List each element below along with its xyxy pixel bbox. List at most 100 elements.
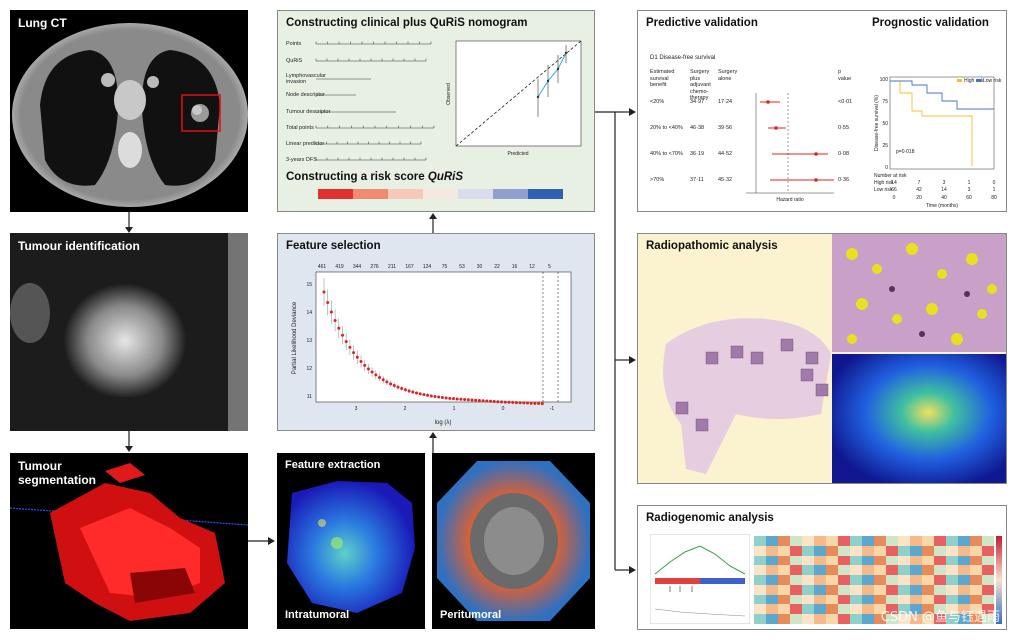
fs-point bbox=[403, 388, 407, 392]
fs-top-tick: 12 bbox=[529, 264, 535, 270]
heatmap-cell bbox=[766, 575, 778, 585]
heatmap-cell bbox=[814, 545, 826, 556]
heatmap-cell bbox=[970, 584, 982, 595]
forest-cell-b: 45·32 bbox=[718, 177, 733, 183]
heatmap-cell bbox=[874, 555, 886, 566]
nomogram-row-label: Total points bbox=[286, 125, 314, 131]
heatmap-cell bbox=[910, 584, 922, 595]
fs-point bbox=[329, 310, 333, 314]
forest-point bbox=[774, 126, 778, 130]
km-risk-value: 66 bbox=[891, 187, 897, 193]
peritumoral-label: Peritumoral bbox=[440, 609, 502, 621]
forest-cell-a: 34·97 bbox=[690, 99, 705, 105]
nomogram-row-label: Linear predictor bbox=[286, 141, 325, 147]
km-risk-value: 42 bbox=[916, 187, 922, 193]
risk-score-colorbar bbox=[318, 189, 563, 199]
fs-point bbox=[366, 367, 370, 371]
heatmap-cell bbox=[754, 584, 766, 595]
risk-color-segment bbox=[353, 189, 388, 199]
km-plot: Disease-free survival (%) p=0·018 High r… bbox=[874, 76, 1002, 209]
heatmap-cell bbox=[982, 536, 994, 546]
fs-x-tick: -1 bbox=[550, 406, 555, 412]
heatmap-cell bbox=[946, 536, 958, 546]
fs-point bbox=[415, 391, 418, 395]
fs-point bbox=[378, 375, 381, 379]
heatmap-cell bbox=[874, 536, 886, 546]
forest-cell-b: 17·24 bbox=[718, 99, 733, 105]
heatmap-cell bbox=[982, 545, 994, 556]
fs-point bbox=[433, 395, 437, 399]
risk-color-segment bbox=[528, 189, 563, 199]
heatmap-cell bbox=[886, 536, 898, 546]
heatmap-cell bbox=[826, 565, 838, 576]
heatmap-cell bbox=[826, 614, 838, 624]
heatmap-cell bbox=[934, 545, 946, 556]
heatmap-cell bbox=[982, 565, 994, 576]
forest-header: p value bbox=[838, 69, 852, 82]
fs-top-tick: 276 bbox=[370, 264, 379, 270]
heatmap-cell bbox=[790, 584, 802, 595]
peritumoral-image: Peritumoral bbox=[432, 453, 595, 629]
heatmap-cell bbox=[802, 584, 814, 595]
fs-point bbox=[452, 397, 455, 401]
forest-point bbox=[814, 178, 818, 182]
heatmap-cell bbox=[922, 594, 934, 605]
heatmap-cell bbox=[910, 555, 922, 566]
radiopathomic-title: Radiopathomic analysis bbox=[646, 240, 778, 252]
heatmap-cell bbox=[802, 614, 814, 624]
tumour-identification-title: Tumour identification bbox=[18, 239, 140, 253]
fs-y-tick: 14 bbox=[306, 310, 312, 316]
heatmap-cell bbox=[862, 536, 874, 546]
fs-top-tick: 419 bbox=[335, 264, 344, 270]
heatmap-cell bbox=[982, 584, 994, 595]
forest-cell-benefit: 20% to <40% bbox=[650, 125, 683, 131]
fs-point bbox=[385, 380, 389, 384]
heatmap-cell bbox=[874, 584, 886, 595]
fs-point bbox=[322, 290, 326, 294]
fs-x-tick: 2 bbox=[404, 406, 407, 412]
heatmap-cell bbox=[778, 565, 790, 576]
fs-point bbox=[396, 385, 400, 389]
fs-point bbox=[514, 401, 518, 405]
heatmap-cell bbox=[886, 555, 898, 566]
lung-ct-image bbox=[12, 23, 248, 207]
heatmap-cell bbox=[934, 614, 946, 624]
heatmap-cell bbox=[898, 555, 910, 566]
heatmap-cell bbox=[862, 555, 874, 566]
gsea-enrichment-plot bbox=[650, 534, 750, 624]
km-x-tick: 60 bbox=[966, 195, 972, 201]
tumour-3d-render bbox=[10, 463, 248, 621]
arrow-up-2 bbox=[429, 432, 437, 453]
heatmap-cell bbox=[814, 584, 826, 595]
heatmap-cell bbox=[778, 614, 790, 624]
heatmap-cell bbox=[922, 614, 934, 624]
fs-point bbox=[529, 401, 533, 405]
heatmap-cell bbox=[982, 594, 994, 605]
forest-cell-benefit: >70% bbox=[650, 177, 665, 183]
heatmap-cell bbox=[766, 584, 778, 595]
fs-point bbox=[455, 397, 459, 401]
fs-y-tick: 11 bbox=[307, 394, 312, 400]
fs-point bbox=[392, 384, 396, 388]
forest-cell-b: 44·52 bbox=[718, 151, 733, 157]
heatmap-cell bbox=[934, 555, 946, 566]
intratumoral-image: Feature extraction Intratumoral bbox=[277, 453, 425, 629]
heatmap-cell bbox=[970, 545, 982, 556]
heatmap-cell bbox=[766, 555, 778, 566]
radiogenomic-panel: Radiogenomic analysis CSDN @鱼与钰遇雨 bbox=[637, 505, 1007, 630]
heatmap-cell bbox=[910, 575, 922, 585]
calibration-xlabel: Predicted bbox=[507, 151, 528, 157]
forest-point bbox=[814, 152, 818, 156]
heatmap-cell bbox=[970, 604, 982, 615]
radiopathomic-panel: Radiopathomic analysis bbox=[637, 233, 1007, 484]
fs-top-tick: 53 bbox=[459, 264, 465, 270]
heatmap-cell bbox=[898, 604, 910, 615]
heatmap-cell bbox=[790, 565, 802, 576]
heatmap-cell bbox=[838, 575, 850, 585]
heatmap-cell bbox=[802, 545, 814, 556]
km-pvalue: p=0·018 bbox=[896, 149, 915, 155]
heatmap-cell bbox=[946, 555, 958, 566]
forest-cell-a: 46·38 bbox=[690, 125, 705, 131]
km-legend-high: High risk bbox=[964, 78, 984, 84]
fs-point bbox=[374, 373, 378, 377]
